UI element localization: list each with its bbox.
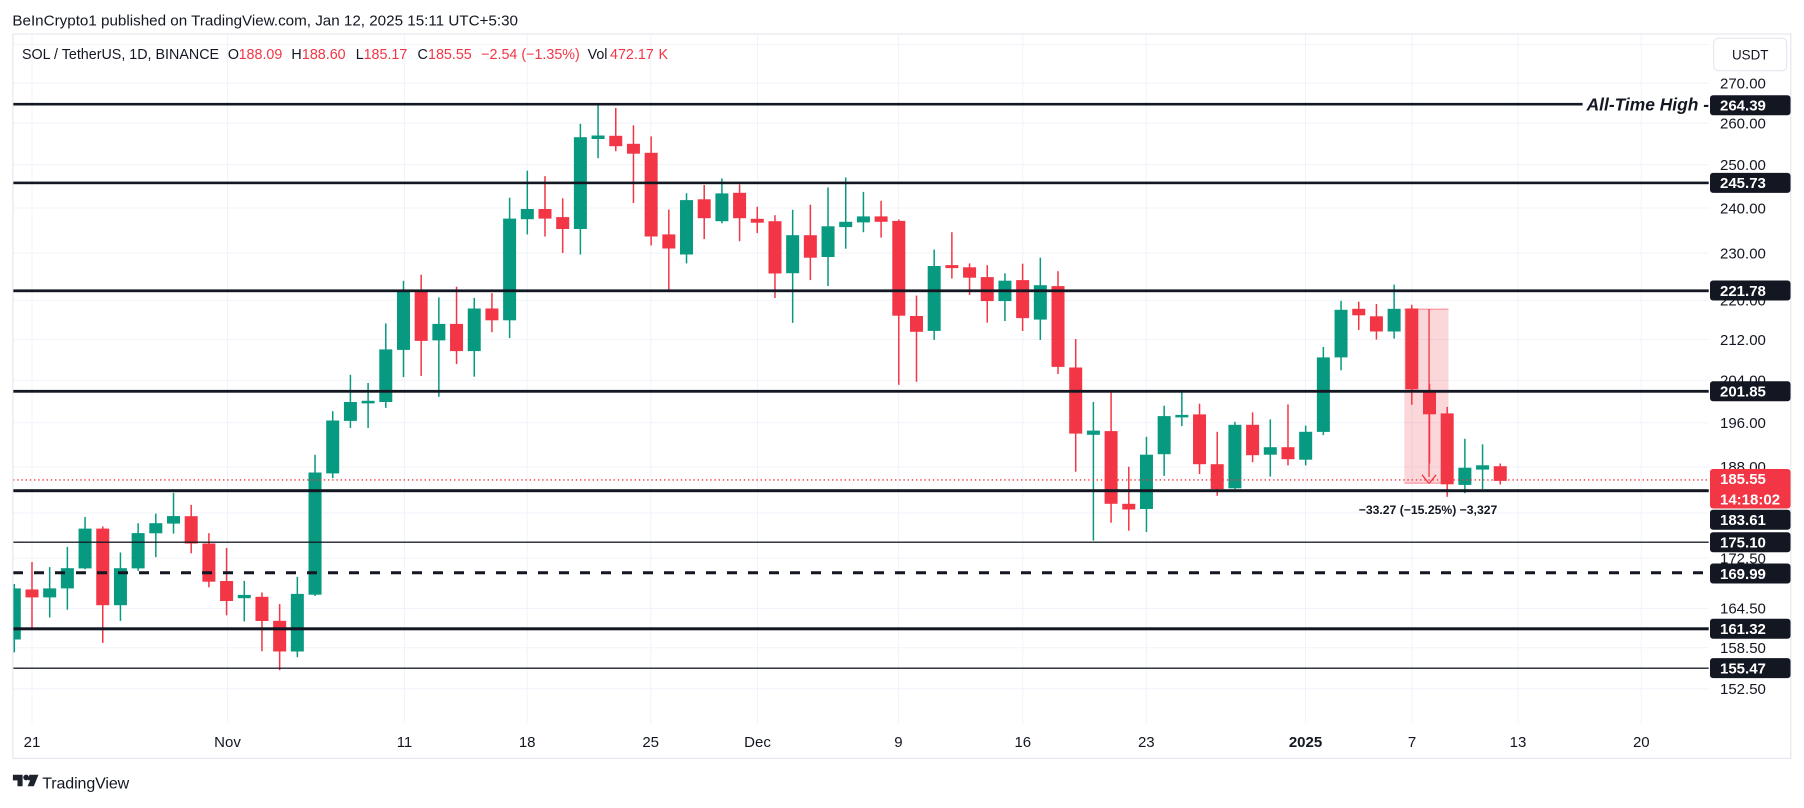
svg-text:L: L <box>356 47 364 63</box>
svg-text:230.00: 230.00 <box>1720 245 1766 262</box>
svg-text:185.17: 185.17 <box>364 47 408 63</box>
svg-text:−33.27 (−15.25%) −3,327: −33.27 (−15.25%) −3,327 <box>1359 503 1498 517</box>
svg-text:250.00: 250.00 <box>1720 157 1766 174</box>
svg-text:201.85: 201.85 <box>1720 384 1766 401</box>
svg-text:212.00: 212.00 <box>1720 332 1766 349</box>
svg-text:−2.54 (−1.35%): −2.54 (−1.35%) <box>481 47 580 63</box>
svg-text:2025: 2025 <box>1289 734 1322 751</box>
svg-text:25: 25 <box>642 734 659 751</box>
svg-text:H: H <box>291 47 301 63</box>
svg-text:161.32: 161.32 <box>1720 621 1766 638</box>
svg-text:158.50: 158.50 <box>1720 640 1766 657</box>
svg-text:18: 18 <box>519 734 536 751</box>
svg-text:188.60: 188.60 <box>302 47 346 63</box>
svg-text:172.50: 172.50 <box>1720 550 1766 567</box>
svg-text:All-Time High -: All-Time High - <box>1586 94 1710 114</box>
svg-text:270.00: 270.00 <box>1720 75 1766 92</box>
svg-text:196.00: 196.00 <box>1720 415 1766 432</box>
svg-text:260.00: 260.00 <box>1720 115 1766 132</box>
svg-text:472.17: 472.17 <box>610 47 654 63</box>
svg-text:O: O <box>228 47 239 63</box>
svg-text:16: 16 <box>1014 734 1031 751</box>
svg-text:183.61: 183.61 <box>1720 512 1766 529</box>
svg-text:175.10: 175.10 <box>1720 535 1766 552</box>
svg-text:Nov: Nov <box>214 734 241 751</box>
svg-text:245.73: 245.73 <box>1720 175 1766 192</box>
svg-text:264.39: 264.39 <box>1720 98 1766 115</box>
svg-text:9: 9 <box>894 734 902 751</box>
svg-text:C: C <box>418 47 428 63</box>
svg-text:SOL / TetherUS, 1D, BINANCE: SOL / TetherUS, 1D, BINANCE <box>22 47 219 63</box>
svg-text:164.50: 164.50 <box>1720 601 1766 618</box>
svg-text:169.99: 169.99 <box>1720 566 1766 583</box>
svg-text:20: 20 <box>1633 734 1650 751</box>
svg-text:USDT: USDT <box>1732 47 1768 62</box>
svg-text:185.55: 185.55 <box>1720 471 1766 488</box>
svg-text:K: K <box>659 47 669 63</box>
svg-text:BeInCrypto1 published on Tradi: BeInCrypto1 published on TradingView.com… <box>12 12 518 29</box>
svg-text:14:18:02: 14:18:02 <box>1720 491 1780 508</box>
svg-text:Dec: Dec <box>744 734 771 751</box>
svg-text:11: 11 <box>397 734 413 751</box>
svg-text:7: 7 <box>1408 734 1416 751</box>
svg-text:TradingView: TradingView <box>42 775 129 792</box>
svg-text:152.50: 152.50 <box>1720 681 1766 698</box>
svg-text:221.78: 221.78 <box>1720 283 1766 300</box>
svg-text:21: 21 <box>24 734 41 751</box>
svg-text:Vol: Vol <box>588 47 608 63</box>
svg-text:185.55: 185.55 <box>428 47 472 63</box>
svg-text:155.47: 155.47 <box>1720 660 1766 677</box>
svg-text:188.09: 188.09 <box>239 47 283 63</box>
svg-text:23: 23 <box>1138 734 1155 751</box>
svg-text:13: 13 <box>1510 734 1527 751</box>
svg-text:240.00: 240.00 <box>1720 200 1766 217</box>
